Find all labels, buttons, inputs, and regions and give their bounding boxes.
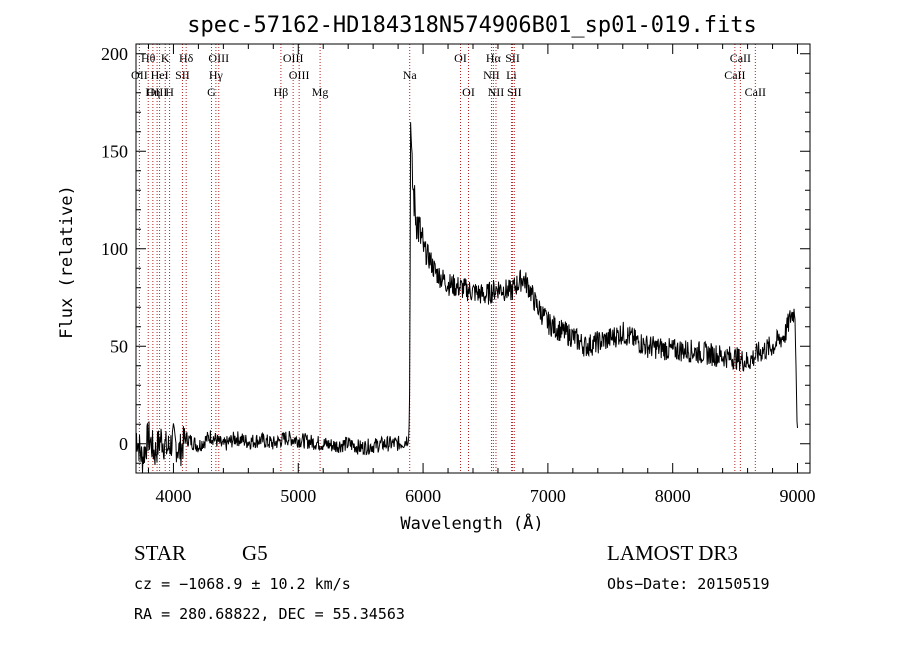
- object-class: STAR: [134, 541, 186, 565]
- y-tick-label: 200: [101, 44, 128, 64]
- line-marker-label: OII: [131, 68, 148, 82]
- y-axis-label: Flux (relative): [57, 185, 77, 339]
- line-marker-label: SII: [507, 85, 522, 99]
- x-tick-label: 4000: [155, 486, 191, 506]
- ra-dec-coordinates: RA = 280.68822, DEC = 55.34563: [134, 605, 405, 623]
- line-marker-label: CaII: [745, 85, 766, 99]
- x-tick-label: 8000: [655, 486, 691, 506]
- line-marker-label: NII: [483, 68, 500, 82]
- line-marker-label: Hη: [145, 85, 160, 99]
- spectral-line-markers: [138, 44, 756, 473]
- line-marker-label: OI: [454, 51, 467, 65]
- x-tick-label: 5000: [280, 486, 316, 506]
- y-tick-label: 100: [101, 239, 128, 259]
- line-marker-label: Hβ: [274, 85, 289, 99]
- survey-name: LAMOST DR3: [607, 541, 738, 565]
- line-marker-label: NII: [488, 85, 505, 99]
- line-marker-label: Hγ: [209, 68, 224, 82]
- redshift-cz: cz = −1068.9 ± 10.2 km/s: [134, 575, 351, 593]
- line-marker-label: OIII: [283, 51, 304, 65]
- line-marker-label: Hδ: [179, 51, 194, 65]
- line-marker-label: OIII: [289, 68, 310, 82]
- line-marker-label: HeI: [151, 68, 169, 82]
- x-axis-label: Wavelength (Å): [400, 512, 543, 534]
- line-marker-label: Li: [506, 68, 517, 82]
- x-tick-label: 7000: [530, 486, 566, 506]
- line-marker-label: Hθ: [141, 51, 156, 65]
- line-marker-label: K: [161, 51, 170, 65]
- spectrum-line: [135, 122, 798, 474]
- line-marker-label: H: [165, 85, 174, 99]
- x-tick-label: 9000: [780, 486, 816, 506]
- plot-series: [135, 122, 798, 474]
- line-marker-label: Hα: [486, 51, 502, 65]
- line-marker-label: SII: [505, 51, 520, 65]
- y-tick-label: 150: [101, 141, 128, 161]
- line-marker-label: CaII: [730, 51, 751, 65]
- line-marker-label: G: [207, 85, 216, 99]
- line-marker-label: CaII: [724, 68, 745, 82]
- y-tick-label: 50: [110, 336, 128, 356]
- line-marker-label: OIII: [147, 85, 168, 99]
- y-tick-label: 0: [119, 434, 128, 454]
- observation-date: Obs−Date: 20150519: [607, 575, 770, 593]
- line-marker-label: OI: [462, 85, 475, 99]
- line-marker-label: Na: [403, 68, 418, 82]
- y-axis-ticks: 0 50 100 150 200: [101, 44, 810, 464]
- line-marker-label: Mg: [312, 85, 329, 99]
- x-axis-ticks: 4000 5000 6000 7000 8000 9000: [147, 44, 816, 506]
- line-marker-label: OIII: [208, 51, 229, 65]
- chart-title: spec-57162-HD184318N574906B01_sp01-019.f…: [187, 13, 757, 38]
- x-tick-label: 6000: [405, 486, 441, 506]
- object-subclass: G5: [242, 541, 268, 565]
- line-marker-label: SII: [175, 68, 190, 82]
- plot-frame: [135, 43, 811, 474]
